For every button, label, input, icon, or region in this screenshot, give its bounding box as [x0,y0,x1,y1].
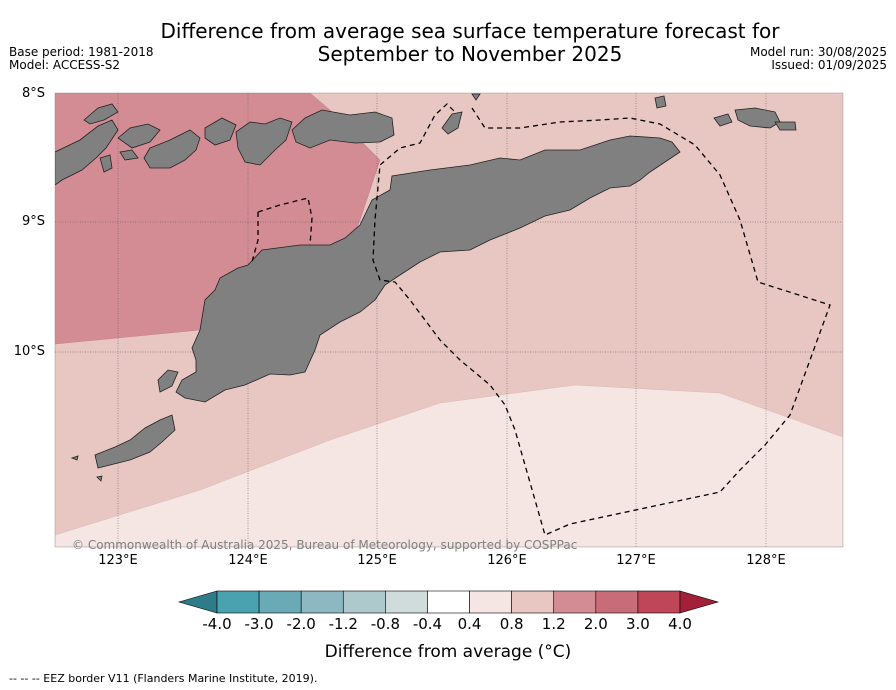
colorbar-segment [427,590,470,614]
adonara-island [117,123,161,149]
colorbar-segment [385,590,428,614]
colorbar-tick-label: -3.0 [244,615,274,633]
pantar-island [204,117,237,146]
colorbar-segment [300,590,344,614]
colorbar-tick-label: -0.4 [412,615,443,633]
semau-island [157,369,179,393]
wetar-island [291,109,395,149]
eez-border [372,103,831,536]
lon-label-124e: 124°E [228,553,268,568]
moa-island [713,113,733,127]
atauro-island [471,93,481,101]
chart-title: Difference from average sea surface temp… [120,20,820,66]
chart-title-line2: September to November 2025 [317,42,623,66]
model-name: Model: ACCESS-S2 [9,58,121,72]
colorbar-arrow-high [679,590,720,614]
lembata-island [143,129,201,169]
lon-label-127e: 127°E [616,553,656,568]
colorbar [177,590,720,614]
colorbar-segment [342,590,386,614]
colorbar-segment [553,590,597,614]
colorbar-tick-label: 4.0 [668,615,692,633]
leti-island [774,121,797,131]
chart-title-line1: Difference from average sea surface temp… [160,19,780,43]
land [55,93,797,482]
lon-label-125e: 125°E [357,553,397,568]
colorbar-segment [216,590,260,614]
romang-island [734,107,781,129]
colorbar-segment [637,590,681,614]
colorbar-segment [595,590,639,614]
meta-right: Model run: 30/08/2025 Issued: 01/09/2025 [750,46,887,72]
colorbar-segment [258,590,302,614]
kisar-island [441,111,463,135]
anomaly-band-0-8-to-1-2 [55,384,843,547]
issued-date: Issued: 01/09/2025 [771,58,887,72]
model-run: Model run: 30/08/2025 [749,45,887,59]
rote-island [94,414,176,469]
copyright-notice: © Commonwealth of Australia 2025, Bureau… [72,538,578,552]
colorbar-tick-label: 0.8 [499,615,524,633]
alor-island [235,117,293,166]
tiny-island-1 [70,455,79,461]
colorbar-tick-label: -4.0 [202,615,232,633]
lon-label-126e: 126°E [487,553,527,568]
tiny-island-2 [96,475,103,482]
colorbar-tick-label: 0.4 [457,615,482,633]
damar-island [654,95,667,109]
flores-island [55,119,119,186]
flores-island-east [83,103,119,125]
eez-legend-note: -- -- -- EEZ border V11 (Flanders Marine… [9,672,318,685]
meta-left: Base period: 1981-2018 Model: ACCESS-S2 [9,46,154,72]
small-island-b [99,154,113,173]
colorbar-tick-label: 3.0 [625,615,650,633]
base-period: Base period: 1981-2018 [9,45,154,59]
map-frame [54,92,844,548]
colorbar-arrow-low [177,590,218,614]
eez-border-west [251,197,313,263]
colorbar-label: Difference from average (°C) [324,642,572,662]
lat-label-8s: 8°S [21,86,45,101]
colorbar-segment [469,590,512,614]
colorbar-tick-label: -1.2 [328,615,358,633]
colorbar-tick-label: -2.0 [286,615,316,633]
lat-label-10s: 10°S [13,344,45,359]
colorbar-tick-label: -0.8 [370,615,400,633]
lon-label-123e: 123°E [98,553,138,568]
colorbar-tick-label: 1.2 [541,615,566,633]
colorbar-tick-label: 2.0 [583,615,608,633]
small-island-a [119,149,139,161]
lon-label-128e: 128°E [746,553,786,568]
timor-island [175,135,681,403]
colorbar-segment [511,590,555,614]
lat-label-9s: 9°S [21,214,45,229]
